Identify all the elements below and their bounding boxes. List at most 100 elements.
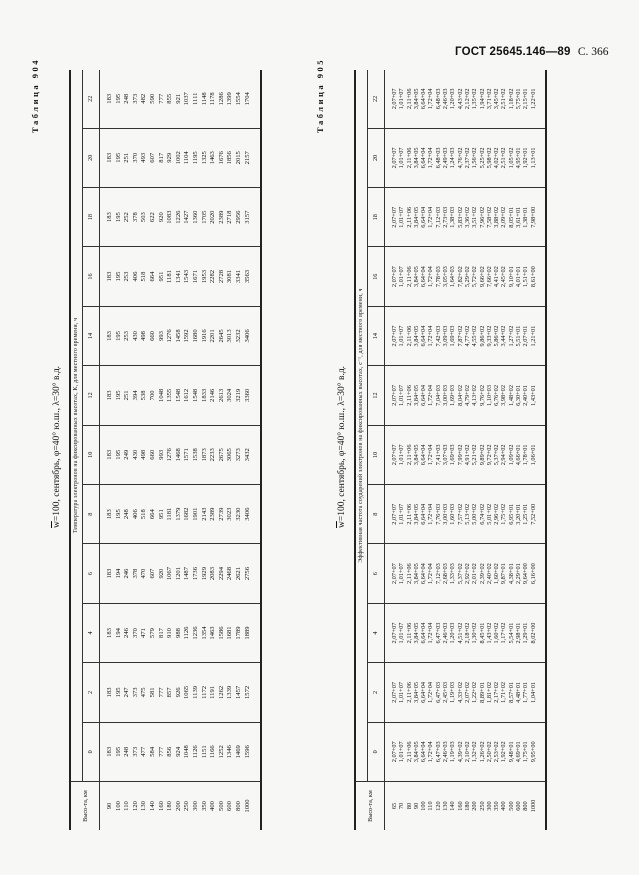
value-cell: 3,84+05 xyxy=(412,622,420,644)
value-cell: 1002 xyxy=(174,151,182,165)
value-cell: 8,45+01 xyxy=(478,622,486,644)
value-cell: 1065 xyxy=(183,685,191,699)
value-cell: 1,01+07 xyxy=(398,741,406,763)
value-cell: 3,84+05 xyxy=(412,385,420,406)
value-cell: 9,64+00 xyxy=(522,563,530,585)
value-cell: 3,84+05 xyxy=(412,325,420,347)
value-cell: 3341 xyxy=(234,269,242,284)
value-cell: 1083 xyxy=(166,210,174,224)
hour-column-header: 4 xyxy=(367,603,385,663)
value-cell: 2621 xyxy=(234,566,242,581)
value-cell: 2,07+07 xyxy=(391,563,398,585)
value-cell: 1195 xyxy=(191,151,199,165)
value-cell: 7,12+03 xyxy=(434,563,442,585)
value-cell: 7,76+03 xyxy=(434,503,442,525)
altitude-cell: 600 xyxy=(226,801,234,811)
value-cell: 951 xyxy=(157,271,165,282)
value-cell: 1178 xyxy=(209,92,217,106)
value-cell: 5,21+02 xyxy=(471,444,479,466)
value-cell: 195 xyxy=(114,449,122,460)
value-cell: 1,69+03 xyxy=(449,385,457,406)
value-cell: 4,39+02 xyxy=(456,741,464,763)
altitude-cell: 160 xyxy=(456,801,464,811)
hour-14-column: 2,07+07 1,01+07 2,11+06 3,84+05 6,64+04 1,72+… xyxy=(384,306,546,366)
hour-0-column: 2,07+07 1,01+07 2,11+06 3,84+05 6,64+04 1,72+… xyxy=(384,722,546,782)
value-cell: 3406 xyxy=(243,507,251,521)
value-cell: 1,01+07 xyxy=(398,206,406,228)
value-cell: 183 xyxy=(106,390,113,401)
value-cell: 1379 xyxy=(174,507,182,521)
value-cell: 1252 xyxy=(217,745,225,759)
altitude-cell: 250 xyxy=(478,801,486,811)
value-cell: 1929 xyxy=(200,566,208,581)
value-cell: 993 xyxy=(157,449,165,460)
value-cell: 2146 xyxy=(209,388,217,402)
value-cell: 249 xyxy=(123,449,131,460)
value-cell: 9,66+02 xyxy=(478,266,486,288)
value-cell: 6,76+02 xyxy=(493,385,501,406)
value-cell: 1,75+01 xyxy=(522,741,530,763)
value-cell: 1463 xyxy=(209,151,217,165)
value-cell: 1,22+02 xyxy=(471,681,479,703)
value-cell: 2,10+02 xyxy=(463,741,471,763)
altitude-cell: 800 xyxy=(522,801,530,811)
value-cell: 8,04+02 xyxy=(456,385,464,406)
value-cell: 7,78+03 xyxy=(434,266,442,288)
hour-column-header: 12 xyxy=(367,365,385,426)
value-cell: 1166 xyxy=(209,745,217,759)
altitude-cell: 70 xyxy=(398,802,406,810)
value-cell: 7,87+02 xyxy=(456,325,464,347)
value-cell: 252 xyxy=(123,212,131,223)
hour-column-header: 22 xyxy=(367,70,385,129)
value-cell: 1571 xyxy=(183,448,191,462)
value-cell: 195 xyxy=(114,212,122,223)
value-cell: 248 xyxy=(123,93,131,104)
altitude-cell: 250 xyxy=(183,801,191,811)
value-cell: 1538 xyxy=(191,448,199,462)
value-cell: 1,43+02 xyxy=(485,622,493,644)
value-cell: 1,94+02 xyxy=(478,88,486,110)
value-cell: 378 xyxy=(131,568,139,579)
value-cell: 2675 xyxy=(217,448,225,462)
hour-column-header: 0 xyxy=(82,722,100,782)
value-cell: 2,49+03 xyxy=(442,147,450,169)
hour-column-header: 20 xyxy=(367,128,385,188)
rotated-landscape-content: Таблица 904 w=100, сентябрь, φ=40° ю.ш.,… xyxy=(30,52,617,842)
value-cell: 2,11+06 xyxy=(405,622,413,644)
value-cell: 993 xyxy=(157,331,165,341)
value-cell: 5,37+02 xyxy=(493,444,501,466)
value-cell: 246 xyxy=(123,628,131,638)
value-cell: 3,05+03 xyxy=(442,266,450,288)
value-cell: 373 xyxy=(131,687,139,698)
value-cell: 378 xyxy=(131,212,139,223)
value-cell: 2389 xyxy=(217,210,225,224)
group-header: Эффективная частота соударений электроно… xyxy=(355,70,368,782)
table-number-label: Таблица 904 xyxy=(30,58,40,133)
value-cell: 2,45+03 xyxy=(442,681,450,703)
value-cell: 2,18+02 xyxy=(463,622,471,644)
table-caption: w=100, сентябрь, φ=40° ю.ш., λ=30° в.д. xyxy=(337,52,351,842)
value-cell: 2,11+06 xyxy=(405,741,413,763)
value-cell: 2,11+06 xyxy=(405,563,413,584)
mean-w-symbol: w xyxy=(52,521,62,529)
value-cell: 1276 xyxy=(166,329,174,343)
value-cell: 430 xyxy=(131,449,139,460)
value-cell: 2083 xyxy=(209,566,217,581)
value-cell: 1,06+01 xyxy=(529,444,537,466)
value-cell: 5,51+01 xyxy=(515,325,523,347)
hour-12-column: 2,07+07 1,01+07 2,11+06 3,84+05 6,64+04 1,72+… xyxy=(384,365,546,426)
table-body-row: 90 100 110 120 130 140 160 180 200 250 300 350 400 50… xyxy=(99,70,262,830)
value-cell: 1548 xyxy=(191,388,199,402)
value-cell: 2,98+01 xyxy=(515,622,523,644)
hour-18-column: 2,07+07 1,01+07 2,11+06 3,84+05 6,64+04 1,72+… xyxy=(384,187,546,247)
value-cell: 1,43+01 xyxy=(529,385,537,406)
value-cell: 1572 xyxy=(243,685,251,699)
value-cell: 1262 xyxy=(217,685,225,699)
value-cell: 2645 xyxy=(217,329,225,343)
hour-column-header: 10 xyxy=(82,425,100,485)
hour-20-column: 183 195 251 370 493 607 817 929 1002 1104 1195 1325… xyxy=(99,128,262,188)
value-cell: 1,33+03 xyxy=(449,563,457,585)
value-cell: 5,25+02 xyxy=(478,147,486,169)
value-cell: 2,45+02 xyxy=(500,266,508,288)
value-cell: 183 xyxy=(106,271,113,282)
